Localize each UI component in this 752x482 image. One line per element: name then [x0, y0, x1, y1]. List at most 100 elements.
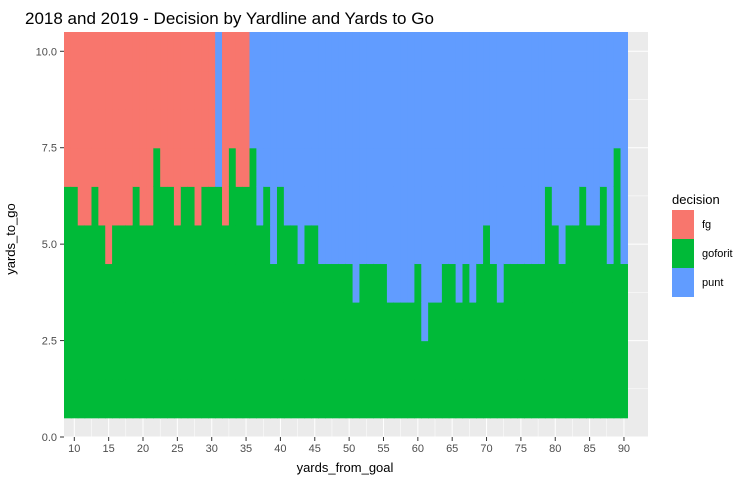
heatmap-tile: [235, 379, 244, 419]
heatmap-tile: [276, 263, 285, 303]
heatmap-tile: [325, 32, 333, 72]
heatmap-tile: [318, 224, 326, 265]
heatmap-tile: [579, 224, 587, 265]
heatmap-tile: [173, 109, 182, 149]
x-tick-label: 50: [343, 443, 355, 455]
heatmap-tile: [167, 379, 175, 419]
heatmap-tile: [270, 109, 278, 149]
heatmap-tile: [98, 379, 106, 419]
heatmap-tile: [489, 302, 498, 342]
x-tick-label: 35: [240, 443, 252, 455]
heatmap-tile: [380, 302, 388, 342]
heatmap-tile: [64, 109, 72, 149]
heatmap-tile: [455, 224, 464, 265]
heatmap-tile: [558, 109, 567, 149]
heatmap-tile: [249, 263, 257, 303]
heatmap-tile: [338, 32, 347, 72]
heatmap-tile: [70, 340, 79, 380]
heatmap-tile: [91, 379, 99, 419]
heatmap-tile: [338, 109, 347, 149]
heatmap-tile: [290, 340, 299, 380]
heatmap-tile: [283, 70, 292, 110]
heatmap-tile: [352, 147, 361, 187]
heatmap-tile: [538, 379, 546, 419]
heatmap-tile: [249, 147, 257, 187]
heatmap-tile: [201, 70, 209, 110]
heatmap-tile: [606, 147, 615, 187]
heatmap-tile: [359, 340, 367, 380]
heatmap-tile: [208, 263, 216, 303]
heatmap-tile: [373, 379, 381, 419]
heatmap-tile: [98, 70, 106, 110]
heatmap-tile: [180, 70, 189, 110]
heatmap-tile: [270, 379, 278, 419]
heatmap-tile: [524, 147, 532, 187]
x-tick-label: 30: [206, 443, 218, 455]
heatmap-tile: [64, 340, 72, 380]
heatmap-tile: [77, 224, 86, 265]
heatmap-tile: [249, 302, 257, 342]
heatmap-tile: [345, 224, 354, 265]
heatmap-tile: [620, 32, 628, 72]
heatmap-tile: [565, 379, 574, 419]
heatmap-tile: [242, 302, 251, 342]
heatmap-tile: [235, 340, 244, 380]
heatmap-tile: [112, 147, 120, 187]
heatmap-tile: [489, 186, 498, 226]
x-tick-label: 80: [549, 443, 561, 455]
heatmap-tile: [441, 224, 450, 265]
heatmap-tile: [483, 224, 491, 265]
heatmap-tile: [613, 224, 622, 265]
heatmap-tile: [208, 379, 216, 419]
heatmap-tile: [469, 147, 477, 187]
heatmap-tile: [91, 340, 99, 380]
heatmap-tile: [194, 302, 203, 342]
x-tick-label: 15: [103, 443, 115, 455]
heatmap-tile: [146, 70, 154, 110]
heatmap-tile: [551, 32, 560, 72]
heatmap-tile: [187, 186, 196, 226]
heatmap-tile: [98, 263, 106, 303]
heatmap-tile: [524, 32, 532, 72]
heatmap-tile: [407, 70, 415, 110]
heatmap-tile: [146, 340, 154, 380]
heatmap-tile: [318, 70, 326, 110]
heatmap-tile: [620, 186, 628, 226]
heatmap-tile: [428, 32, 436, 72]
heatmap-tile: [579, 70, 587, 110]
heatmap-tile: [125, 302, 134, 342]
heatmap-tile: [476, 186, 484, 226]
heatmap-tile: [579, 32, 587, 72]
heatmap-tile: [503, 224, 512, 265]
heatmap-tile: [386, 32, 395, 72]
heatmap-tile: [483, 186, 491, 226]
heatmap-tile: [194, 224, 203, 265]
heatmap-tile: [366, 70, 374, 110]
heatmap-tile: [359, 379, 367, 419]
heatmap-tile: [276, 224, 285, 265]
heatmap-tile: [105, 340, 113, 380]
heatmap-tile: [331, 147, 340, 187]
heatmap-tile: [263, 186, 271, 226]
heatmap-tile: [524, 70, 532, 110]
heatmap-tile: [222, 224, 230, 265]
heatmap-tile: [270, 340, 278, 380]
heatmap-tile: [428, 109, 436, 149]
heatmap-tile: [139, 109, 148, 149]
heatmap-tile: [173, 379, 182, 419]
heatmap-tile: [77, 70, 86, 110]
heatmap-tile: [64, 70, 72, 110]
heatmap-tile: [613, 32, 622, 72]
heatmap-tile: [393, 186, 402, 226]
heatmap-tile: [173, 263, 182, 303]
heatmap-tile: [139, 379, 148, 419]
heatmap-tile: [400, 32, 409, 72]
heatmap-tile: [84, 379, 93, 419]
heatmap-tile: [359, 70, 367, 110]
heatmap-tile: [572, 109, 580, 149]
heatmap-tile: [359, 147, 367, 187]
heatmap-tile: [620, 224, 628, 265]
heatmap-tile: [105, 186, 113, 226]
heatmap-tile: [153, 263, 161, 303]
